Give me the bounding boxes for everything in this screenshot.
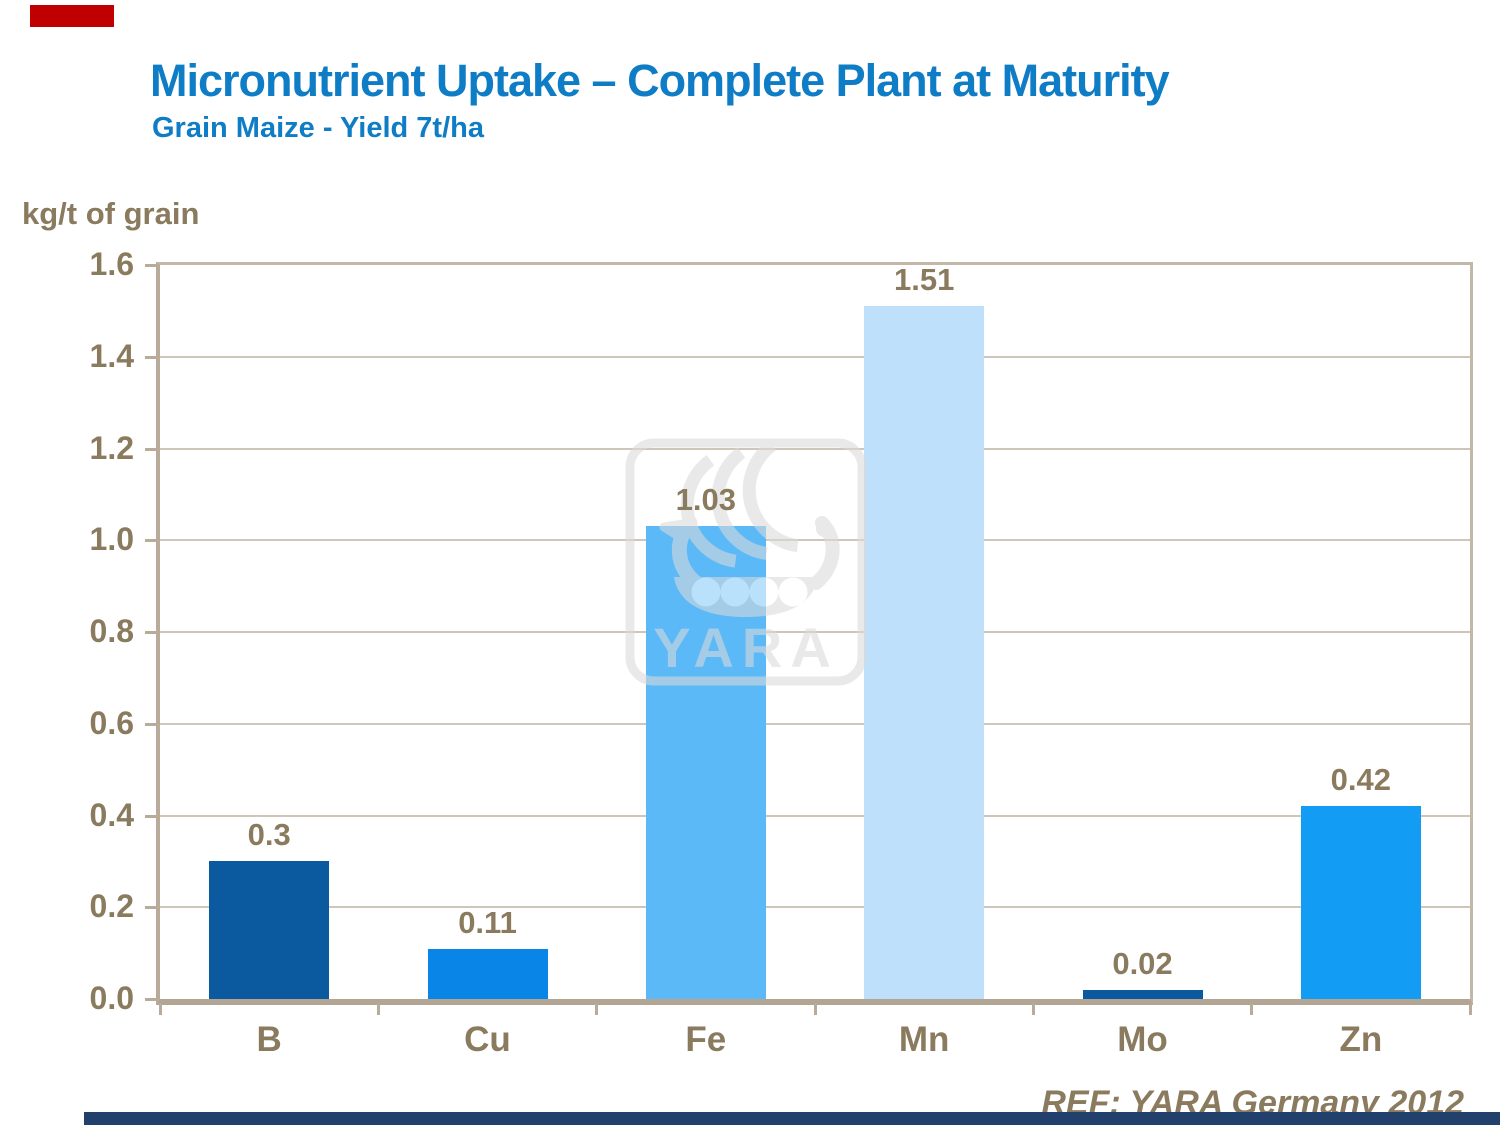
x-tick-mark — [1250, 1003, 1254, 1015]
gridline — [160, 814, 1470, 817]
bar-Mn — [864, 306, 985, 999]
gridline — [160, 722, 1470, 725]
y-tick-label: 1.4 — [89, 337, 134, 374]
x-category-label: Mn — [898, 1020, 950, 1059]
bar-Mo — [1082, 990, 1203, 999]
y-tick-mark — [145, 998, 158, 1001]
y-tick-label: 1.6 — [89, 246, 134, 282]
gridline — [160, 539, 1470, 542]
y-tick-mark — [145, 447, 158, 451]
y-tick-label: 0.8 — [89, 613, 134, 649]
bar-value-label: 0.02 — [1112, 946, 1173, 981]
page-title: Micronutrient Uptake – Complete Plant at… — [150, 55, 1170, 106]
x-category-label: B — [256, 1020, 282, 1059]
gridline — [160, 906, 1470, 909]
x-tick-mark — [813, 1003, 817, 1015]
y-tick-mark — [145, 722, 158, 726]
x-category-label: Cu — [464, 1020, 511, 1059]
bar-value-label: 0.42 — [1330, 762, 1391, 797]
bar-value-label: 0.3 — [247, 817, 291, 852]
x-tick-mark — [376, 1003, 380, 1015]
y-tick-label: 0.2 — [89, 888, 134, 925]
x-tick-mark — [1468, 1003, 1472, 1015]
bar-B — [209, 861, 330, 999]
gridline — [160, 447, 1470, 450]
page-subtitle: Grain Maize - Yield 7t/ha — [152, 112, 484, 144]
plot-area — [156, 262, 1473, 1005]
y-tick-mark — [145, 814, 158, 818]
y-tick-label: 1.0 — [89, 521, 134, 558]
y-tick-label: 1.2 — [89, 429, 134, 466]
y-tick-mark — [145, 906, 158, 910]
y-tick-mark — [145, 539, 158, 543]
bar-Cu — [427, 949, 548, 999]
x-category-label: Mo — [1117, 1020, 1168, 1059]
y-axis-title: kg/t of grain — [22, 196, 200, 231]
y-tick-label: 0.4 — [89, 796, 134, 833]
bar-value-label: 1.03 — [675, 482, 736, 517]
y-tick-label: 0.0 — [89, 980, 134, 1016]
y-tick-label: 0.6 — [89, 704, 134, 741]
bar-value-label: 0.11 — [458, 905, 517, 940]
bar-Zn — [1300, 806, 1421, 999]
x-tick-mark — [1031, 1003, 1035, 1015]
bar-value-label: 1.51 — [893, 262, 955, 297]
x-tick-mark — [595, 1003, 599, 1015]
y-tick-mark — [145, 355, 158, 359]
x-category-label: Fe — [685, 1020, 727, 1059]
gridline — [160, 631, 1470, 633]
y-tick-mark — [145, 264, 158, 267]
x-tick-mark — [158, 1003, 162, 1015]
bottom-navy-bar — [84, 1112, 1500, 1125]
bar-Fe — [645, 526, 766, 999]
gridline — [160, 355, 1470, 358]
x-category-label: Zn — [1339, 1020, 1383, 1059]
y-tick-mark — [145, 631, 158, 634]
red-accent-bar — [30, 5, 114, 27]
